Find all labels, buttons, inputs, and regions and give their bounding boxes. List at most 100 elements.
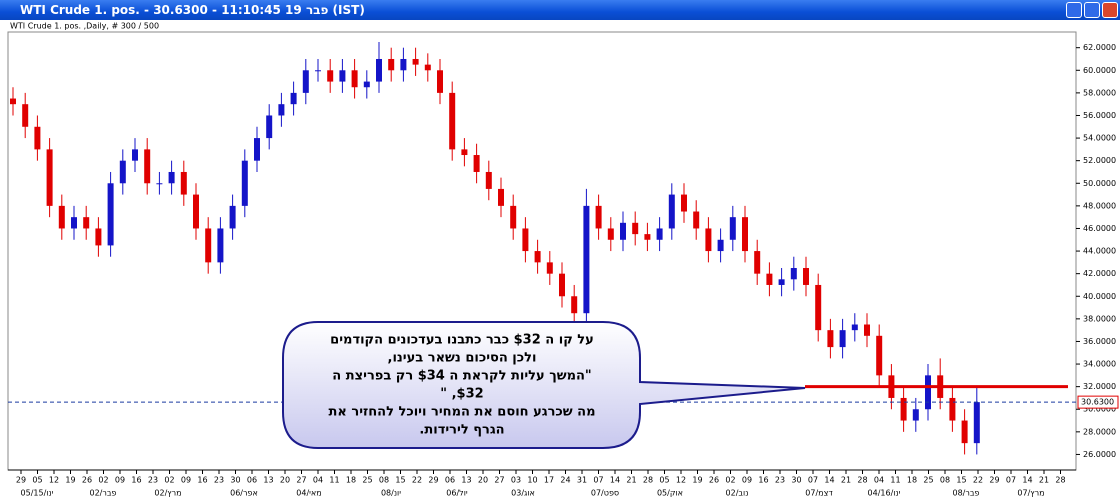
x-tick-label: 25 — [362, 476, 372, 485]
candle-body — [546, 262, 553, 274]
y-tick-label: 58.0000 — [1083, 88, 1116, 97]
x-tick-label: 14 — [824, 476, 834, 485]
candle-body — [400, 58, 407, 71]
month-label: 04/16/ינו — [868, 489, 901, 498]
window-title: WTI Crude 1. pos. - 30.6300 - 11:10:45 1… — [20, 3, 365, 17]
candle-body — [327, 70, 334, 82]
callout-text: "המשך עליות לקראת ה $34 רק בפריצת ה — [332, 369, 591, 384]
x-tick-label: 02 — [164, 476, 174, 485]
x-tick-label: 18 — [346, 476, 356, 485]
x-tick-label: 27 — [494, 476, 504, 485]
x-tick-label: 30 — [791, 476, 801, 485]
candle-body — [864, 324, 870, 336]
candle-body — [803, 268, 809, 285]
candle-body — [254, 138, 260, 161]
close-button[interactable] — [1102, 2, 1118, 18]
minimize-button[interactable] — [1066, 2, 1082, 18]
x-tick-label: 19 — [692, 476, 702, 485]
candle-body — [607, 228, 614, 240]
y-tick-label: 34.0000 — [1083, 360, 1116, 369]
x-tick-label: 21 — [1039, 476, 1049, 485]
x-tick-label: 12 — [676, 476, 686, 485]
callout-text: $32, " — [440, 387, 483, 402]
x-tick-label: 27 — [296, 476, 306, 485]
y-tick-label: 26.0000 — [1083, 450, 1116, 459]
month-label: 08/יונ — [381, 489, 401, 498]
x-tick-label: 23 — [214, 476, 224, 485]
x-tick-label: 25 — [923, 476, 933, 485]
x-tick-label: 26 — [709, 476, 719, 485]
x-tick-label: 11 — [329, 476, 339, 485]
title-bar: WTI Crude 1. pos. - 30.6300 - 11:10:45 1… — [0, 0, 1120, 20]
candle-body — [839, 330, 846, 348]
candle-body — [229, 205, 236, 229]
candle-body — [156, 183, 163, 185]
candle-body — [315, 70, 321, 72]
x-tick-label: 15 — [956, 476, 966, 485]
maximize-button[interactable] — [1084, 2, 1100, 18]
candle-body — [473, 155, 480, 172]
month-label: 02/נוב — [726, 489, 749, 498]
candle-body — [424, 64, 431, 71]
x-tick-label: 07 — [808, 476, 818, 485]
x-tick-label: 10 — [527, 476, 537, 485]
y-tick-label: 32.0000 — [1083, 382, 1116, 391]
candle-body — [534, 251, 541, 263]
y-tick-label: 48.0000 — [1083, 201, 1116, 210]
x-tick-label: 22 — [412, 476, 422, 485]
x-tick-label: 09 — [115, 476, 125, 485]
candle-body — [34, 126, 41, 150]
x-tick-label: 29 — [428, 476, 438, 485]
callout-text: על קו ה $32 כבר כתבנו בעדכונים הקודמים — [330, 333, 594, 348]
candle-body — [705, 228, 712, 252]
x-tick-label: 28 — [1055, 476, 1065, 485]
candle-body — [302, 70, 309, 93]
candle-body — [376, 58, 382, 82]
candle-body — [461, 149, 468, 156]
candle-body — [71, 217, 77, 229]
candle-body — [973, 402, 980, 444]
candle-body — [290, 92, 297, 105]
month-label: 06/אפר — [230, 489, 258, 498]
candle-body — [961, 420, 968, 444]
x-tick-label: 21 — [626, 476, 636, 485]
callout-text: הגרף לירידות. — [419, 423, 504, 438]
candle-body — [949, 397, 956, 421]
candle-body — [900, 397, 907, 421]
x-tick-label: 20 — [280, 476, 290, 485]
candle-body — [46, 149, 53, 206]
y-tick-label: 44.0000 — [1083, 247, 1116, 256]
candle-body — [278, 104, 285, 116]
x-tick-label: 17 — [544, 476, 554, 485]
x-tick-label: 04 — [874, 476, 884, 485]
candle-body — [510, 205, 517, 229]
callout-bubble — [282, 321, 806, 449]
x-tick-label: 23 — [775, 476, 785, 485]
candle-body — [644, 234, 651, 240]
x-tick-label: 08 — [379, 476, 389, 485]
x-tick-label: 08 — [940, 476, 950, 485]
candle-body — [571, 296, 578, 314]
candle-body — [351, 70, 358, 88]
month-label: 02/מרץ — [154, 489, 181, 498]
callout-text: ולכן הסיכום נשאר בעינו, — [388, 351, 537, 366]
month-label: 04/מאי — [296, 489, 321, 498]
y-tick-label: 56.0000 — [1083, 111, 1116, 120]
x-tick-label: 06 — [247, 476, 257, 485]
month-label: 05/אוק — [657, 489, 683, 498]
x-tick-label: 28 — [643, 476, 653, 485]
candle-body — [95, 228, 102, 246]
candle-body — [168, 171, 175, 184]
candle-body — [742, 217, 748, 252]
candle-body — [485, 171, 492, 189]
candle-body — [595, 205, 602, 229]
month-label: 08/פבר — [952, 489, 979, 498]
current-price-box — [1077, 395, 1119, 409]
x-tick-label: 07 — [593, 476, 603, 485]
y-tick-label: 36.0000 — [1083, 337, 1116, 346]
candle-body — [851, 324, 858, 331]
current-price-label: 30.6300 — [1081, 398, 1114, 407]
candle-body — [363, 81, 370, 88]
x-tick-label: 05 — [32, 476, 42, 485]
x-tick-label: 03 — [511, 476, 521, 485]
